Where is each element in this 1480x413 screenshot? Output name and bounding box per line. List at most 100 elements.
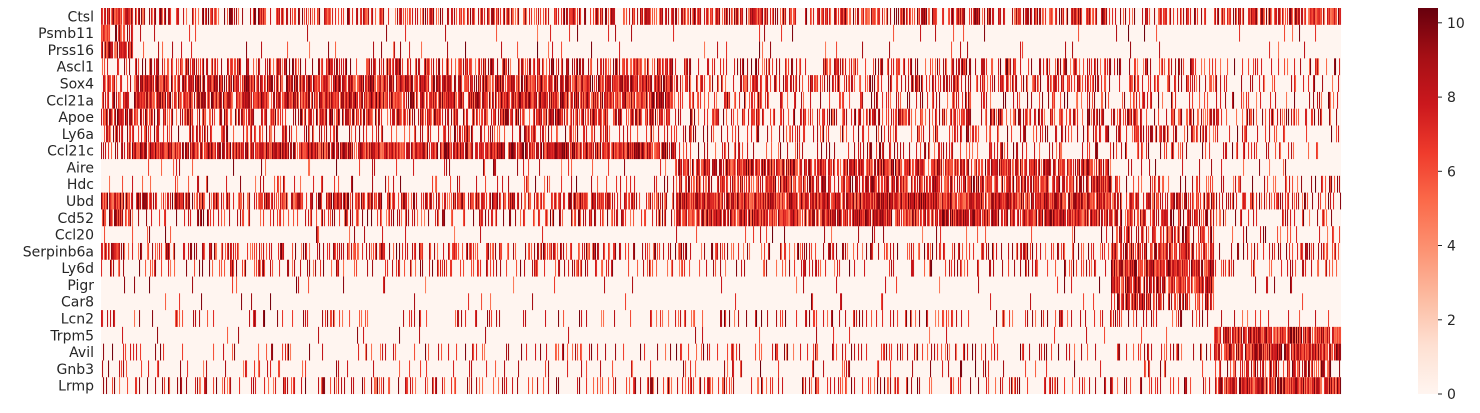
heatmap-cell [881, 75, 883, 92]
heatmap-cell [127, 108, 129, 126]
heatmap-cell [372, 75, 374, 92]
heatmap-cell [331, 75, 333, 92]
heatmap-cell [1146, 125, 1148, 143]
heatmap-cell [514, 142, 516, 160]
heatmap-cell [582, 75, 584, 92]
heatmap-cell [840, 8, 842, 25]
heatmap-cell [616, 175, 618, 193]
heatmap-cell [285, 125, 287, 143]
heatmap-cell [282, 75, 284, 92]
heatmap-cell [561, 108, 563, 126]
heatmap-cell [124, 24, 126, 42]
heatmap-cell [379, 142, 381, 160]
heatmap-cell [742, 8, 744, 25]
heatmap-cell [824, 108, 826, 126]
heatmap-cell [185, 58, 187, 76]
heatmap-cell [141, 142, 143, 160]
heatmap-cell [537, 41, 539, 59]
heatmap-cell [351, 142, 353, 160]
heatmap-cell [249, 75, 251, 92]
heatmap-cell [718, 75, 720, 92]
heatmap-cell [601, 125, 603, 143]
heatmap-cell [560, 91, 562, 109]
heatmap-cell [247, 58, 249, 76]
heatmap-cell [1274, 75, 1276, 92]
heatmap-cell [330, 125, 332, 143]
heatmap-cell [403, 142, 405, 160]
heatmap-cell [145, 142, 147, 160]
heatmap-cell [1076, 91, 1078, 109]
heatmap-cell [101, 142, 103, 160]
heatmap-cell [191, 91, 193, 109]
heatmap-cell [525, 75, 527, 92]
heatmap-cell [763, 108, 765, 126]
heatmap-cell [1031, 91, 1033, 109]
heatmap-cell [1097, 75, 1099, 92]
heatmap-cell [1131, 159, 1133, 176]
heatmap-cell [457, 175, 459, 193]
heatmap-cell [690, 91, 692, 109]
heatmap-cell [653, 91, 655, 109]
heatmap-cell [1047, 58, 1049, 76]
heatmap-cell [358, 142, 360, 160]
heatmap-cell [171, 125, 173, 143]
heatmap-cell [1207, 108, 1209, 126]
heatmap-cell [307, 24, 309, 42]
heatmap-cell [157, 58, 159, 76]
heatmap-cell [770, 8, 772, 25]
heatmap-cell [382, 75, 384, 92]
heatmap-cell [606, 8, 608, 25]
heatmap-cell [191, 41, 193, 59]
heatmap-cell [252, 75, 254, 92]
heatmap-cell [378, 91, 380, 109]
heatmap-cell [425, 142, 427, 160]
heatmap-cell [1171, 142, 1173, 160]
heatmap-cell [328, 41, 330, 59]
heatmap-cell [270, 75, 272, 92]
heatmap-cell [325, 8, 327, 25]
heatmap-cell [1094, 159, 1096, 176]
heatmap-cell [610, 75, 612, 92]
heatmap-cell [157, 125, 159, 143]
heatmap-cell [590, 142, 592, 160]
heatmap-cell [1028, 58, 1030, 76]
heatmap-cell [989, 159, 991, 176]
heatmap-cell [456, 91, 458, 109]
heatmap-cell [120, 75, 122, 92]
heatmap-cell [414, 108, 416, 126]
heatmap-cell [348, 91, 350, 109]
heatmap-cell [1006, 75, 1008, 92]
heatmap-cell [604, 108, 606, 126]
heatmap-cell [501, 41, 503, 59]
heatmap-cell [1324, 8, 1326, 25]
heatmap-cell [319, 58, 321, 76]
heatmap-cell [1025, 108, 1027, 126]
heatmap-cell [199, 91, 201, 109]
heatmap-cell [469, 91, 471, 109]
heatmap-cell [1158, 108, 1160, 126]
heatmap-cell [1329, 8, 1331, 25]
heatmap-cell [512, 8, 514, 25]
heatmap-cell [565, 75, 567, 92]
heatmap-cell [314, 91, 316, 109]
heatmap-cell [247, 91, 249, 109]
heatmap-cell [976, 159, 978, 176]
heatmap-cell [666, 108, 668, 126]
heatmap-cell [619, 125, 621, 143]
heatmap-cell [614, 8, 616, 25]
heatmap-cell [583, 142, 585, 160]
heatmap-cell [1081, 91, 1083, 109]
heatmap-cell [504, 91, 506, 109]
heatmap-cell [920, 159, 922, 176]
heatmap-cell [1074, 108, 1076, 126]
heatmap-cell [520, 125, 522, 143]
heatmap-cell [771, 159, 773, 176]
heatmap-cell [1067, 91, 1069, 109]
heatmap-cell [143, 8, 145, 25]
heatmap-cell [951, 142, 953, 160]
heatmap-cell [758, 175, 760, 193]
heatmap-cell [132, 41, 134, 59]
heatmap-cell [1089, 142, 1091, 160]
heatmap-cell [613, 8, 615, 25]
heatmap-cell [1056, 8, 1058, 25]
